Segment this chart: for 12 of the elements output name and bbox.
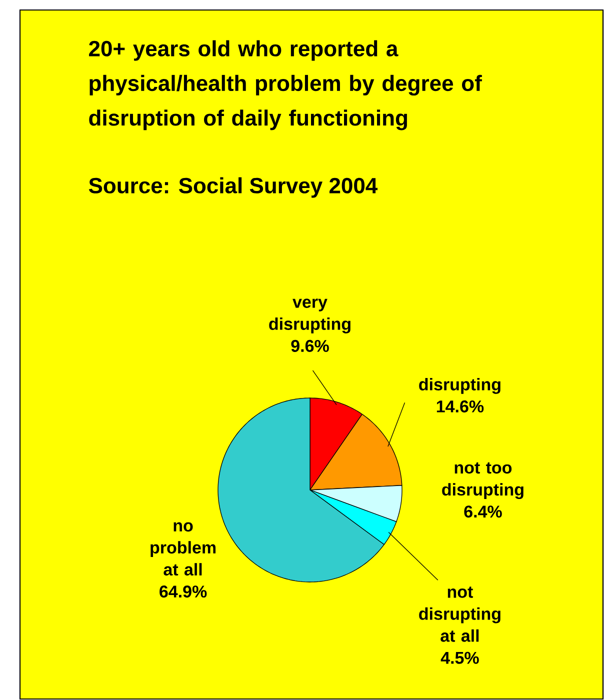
slice-label: not too disrupting <box>442 462 524 500</box>
data-label: 6.4% <box>464 506 502 518</box>
slice-label: not disrupting at all <box>419 586 500 642</box>
slice-label: disrupting <box>419 378 500 394</box>
data-label: 14.6% <box>436 400 484 412</box>
chart-title: 20+ years old who reported a physical/health problem by degree of disruption of daily functioning <box>89 40 482 130</box>
slice-label: very disrupting <box>269 298 350 334</box>
data-label: 4.5% <box>440 652 479 664</box>
slice-label: no problem at all <box>150 522 216 576</box>
source-note: Source: Social Survey 2004 <box>88 177 378 198</box>
data-label: 64.9% <box>160 586 207 598</box>
data-label: 9.6% <box>291 340 329 352</box>
